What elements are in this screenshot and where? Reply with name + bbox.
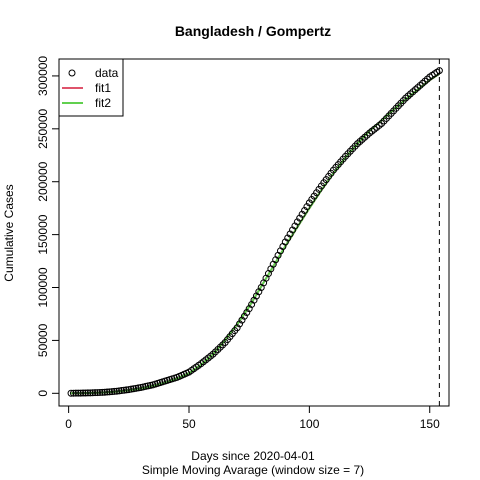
chart-subtitle: Simple Moving Avarage (window size = 7) [142, 463, 364, 477]
data-point-day-73 [240, 312, 248, 320]
data-point-day-20 [113, 387, 121, 395]
data-point-day-8 [84, 389, 92, 397]
data-point-day-19 [110, 387, 118, 395]
data-point-day-71 [236, 320, 244, 328]
data-point-day-9 [86, 389, 94, 397]
y-tick-label-300000: 300000 [36, 56, 50, 96]
x-axis-label: Days since 2020-04-01 [191, 449, 315, 463]
data-point-day-99 [303, 203, 311, 211]
data-point-day-61 [211, 348, 219, 356]
data-point-day-14 [98, 388, 106, 396]
data-point-day-22 [118, 387, 126, 395]
data-point-day-4 [74, 389, 82, 397]
y-tick-label-200000: 200000 [36, 161, 50, 201]
data-point-day-17 [106, 388, 114, 396]
data-point-day-28 [132, 384, 140, 392]
data-point-day-21 [115, 387, 123, 395]
data-point-day-23 [120, 386, 128, 394]
x-tick-label-50: 50 [182, 417, 196, 431]
y-tick-label-100000: 100000 [36, 267, 50, 307]
legend-label-fit2: fit2 [95, 96, 111, 110]
data-point-day-63 [216, 343, 224, 351]
data-point-day-5 [77, 389, 85, 397]
legend-label-data: data [95, 66, 119, 80]
x-tick-label-100: 100 [299, 417, 319, 431]
data-point-day-18 [108, 388, 116, 396]
data-point-day-13 [96, 388, 104, 396]
x-tick-label-150: 150 [420, 417, 440, 431]
data-point-day-60 [209, 350, 217, 358]
y-tick-label-250000: 250000 [36, 108, 50, 148]
data-point-day-29 [134, 384, 142, 392]
data-point-day-3 [72, 389, 80, 397]
data-point-day-74 [243, 308, 251, 316]
data-point-day-12 [94, 389, 102, 397]
legend-marker-data [68, 69, 76, 77]
data-point-day-96 [296, 214, 304, 222]
chart-title: Bangladesh / Gompertz [175, 23, 331, 39]
data-point-day-24 [122, 386, 130, 394]
data-point-day-7 [81, 389, 89, 397]
data-point-day-64 [219, 341, 227, 349]
x-tick-label-0: 0 [65, 417, 72, 431]
y-tick-label-150000: 150000 [36, 214, 50, 254]
plot-area: 0 50 100 150 0 50000 100000 150000 200000 250000 3… [36, 56, 450, 431]
data-point-day-2 [69, 389, 77, 397]
data-point-day-154 [435, 67, 443, 75]
data-point-day-25 [125, 386, 133, 394]
data-point-day-97 [298, 210, 306, 218]
y-tick-label-50000: 50000 [36, 323, 50, 357]
data-point-day-11 [91, 389, 99, 397]
data-point-day-6 [79, 389, 87, 397]
data-point-day-15 [101, 388, 109, 396]
data-point-day-16 [103, 388, 111, 396]
data-point-day-27 [130, 385, 138, 393]
data-point-day-70 [233, 324, 241, 332]
data-point-day-95 [293, 218, 301, 226]
data-point-day-10 [89, 389, 97, 397]
legend-label-fit1: fit1 [95, 81, 111, 95]
y-axis-label: Cumulative Cases [2, 184, 16, 281]
y-tick-label-0: 0 [36, 390, 50, 397]
data-point-day-72 [238, 316, 246, 324]
data-point-day-1 [67, 389, 75, 397]
data-point-day-26 [127, 385, 135, 393]
plot-frame [58, 58, 450, 407]
data-point-day-62 [214, 346, 222, 354]
data-point-day-98 [301, 206, 309, 214]
